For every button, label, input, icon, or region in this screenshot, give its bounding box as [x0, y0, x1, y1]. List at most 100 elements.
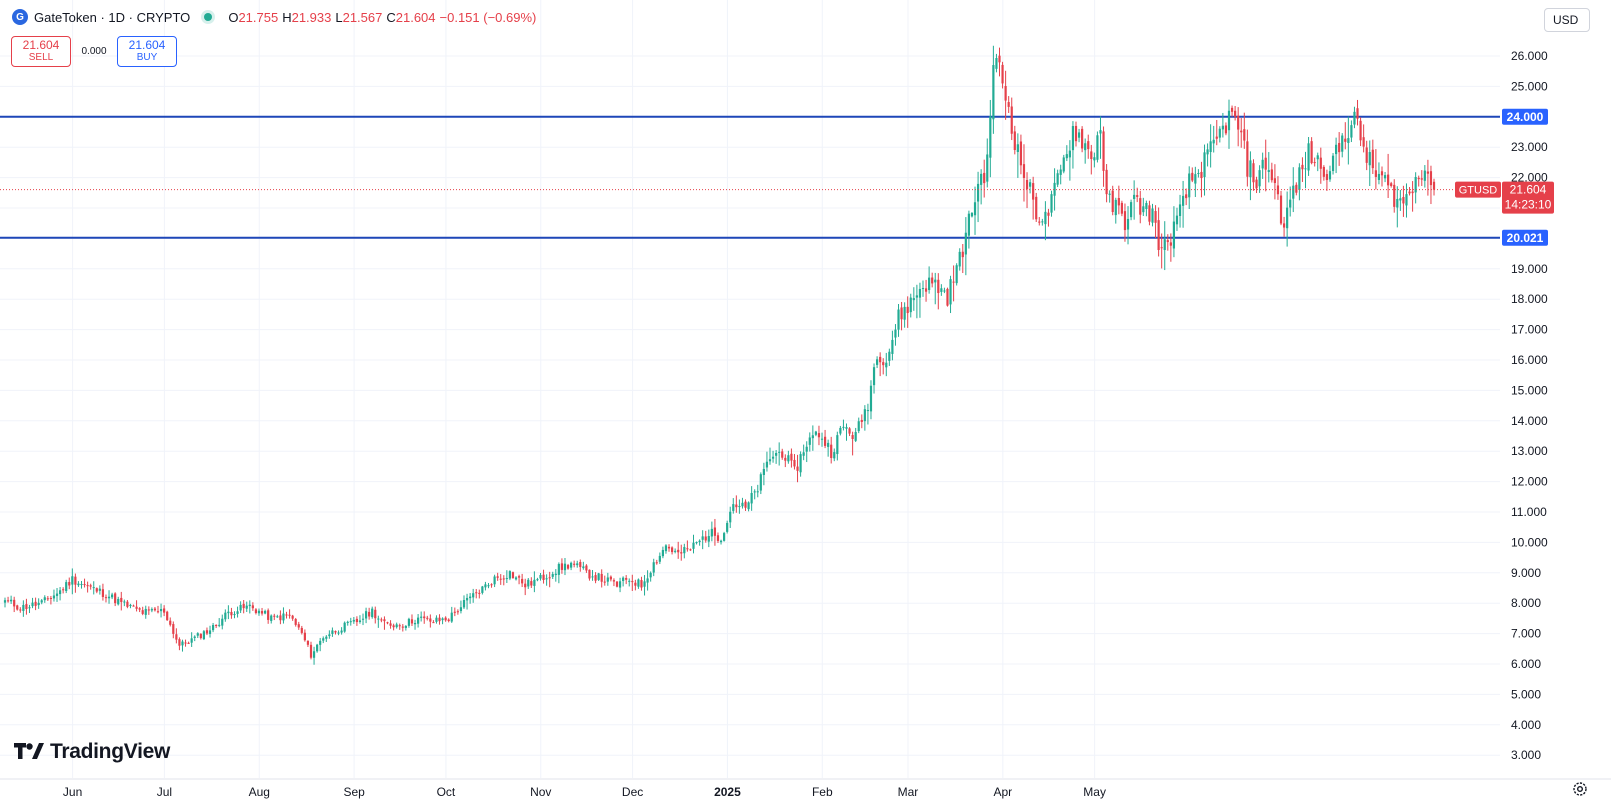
candle-body: [49, 598, 52, 600]
candle-body: [31, 602, 34, 607]
candle-body: [570, 562, 573, 568]
candle-body: [790, 453, 793, 461]
time-tick-label: Apr: [993, 785, 1012, 799]
candle-body: [6, 600, 10, 602]
candle-body: [300, 627, 303, 633]
candle-body: [1004, 86, 1007, 101]
buy-button[interactable]: 21.604 BUY: [117, 36, 177, 67]
time-tick-label: May: [1083, 785, 1106, 799]
candle-body: [986, 154, 989, 182]
candle-body: [52, 595, 56, 599]
candle-body: [1126, 218, 1130, 230]
candle-body: [1362, 137, 1365, 147]
candle-body: [364, 611, 368, 619]
candle-body: [879, 356, 882, 363]
candle-body: [1307, 143, 1310, 171]
high-value: 21.933: [291, 9, 332, 25]
settings-gear-icon[interactable]: [1571, 780, 1589, 798]
candle-body: [77, 583, 80, 586]
candle-body: [407, 618, 411, 626]
candle-body: [1224, 125, 1228, 134]
sell-button[interactable]: 21.604 SELL: [11, 36, 71, 67]
candle-body: [719, 540, 723, 543]
candle-body: [80, 583, 83, 585]
candle-body: [851, 435, 854, 440]
candle-body: [465, 597, 469, 601]
candle-body: [1264, 157, 1267, 170]
price-tick-label: 10.000: [1511, 535, 1548, 549]
candle-body: [1188, 173, 1191, 198]
candle-body: [1396, 198, 1399, 208]
candle-body: [557, 563, 560, 575]
candle-body: [695, 542, 698, 544]
candle-body: [517, 576, 521, 578]
candle-body: [1105, 169, 1108, 195]
candle-body: [40, 600, 43, 603]
candle-body: [958, 251, 961, 267]
candle-body: [1145, 203, 1148, 210]
candle-body: [1292, 185, 1295, 199]
candle-body: [19, 609, 22, 611]
candle-body: [1111, 190, 1114, 213]
candle-body: [1390, 183, 1393, 187]
candle-body: [1423, 170, 1426, 181]
candle-body: [282, 613, 285, 621]
candle-body: [13, 599, 16, 607]
time-tick-label: Feb: [812, 785, 833, 799]
candle-body: [983, 172, 986, 184]
candle-body: [1059, 169, 1062, 175]
candle-body: [928, 277, 931, 291]
horizontal-levels: [0, 115, 1500, 239]
candle-body: [1365, 147, 1368, 163]
candle-body: [765, 461, 769, 468]
candle-body: [178, 639, 181, 646]
candle-body: [784, 457, 787, 461]
candle-body: [1185, 194, 1188, 199]
candle-body: [1087, 141, 1090, 150]
price-tick-label: 11.000: [1511, 505, 1547, 519]
time-tick-label: 2025: [714, 785, 741, 799]
live-status-icon: [204, 13, 213, 21]
candle-body: [309, 644, 313, 658]
last-price-tag-bg: [1502, 181, 1554, 214]
buy-label: BUY: [136, 52, 158, 63]
candle-body: [120, 597, 123, 603]
candle-body: [885, 362, 888, 368]
price-tick-label: 26.000: [1511, 49, 1548, 63]
candle-body: [554, 573, 557, 576]
candle-body: [55, 593, 59, 596]
symbol-title[interactable]: GateToken · 1D · CRYPTO: [34, 9, 191, 25]
candle-body: [689, 549, 692, 551]
candle-body: [655, 562, 658, 564]
candle-body: [839, 427, 842, 434]
candle-body: [349, 621, 352, 623]
candle-body: [398, 625, 401, 627]
candle-body: [1062, 157, 1065, 172]
tradingview-logo[interactable]: TradingView: [14, 740, 170, 764]
candle-body: [597, 573, 600, 580]
candle-body: [756, 491, 759, 493]
candle-body: [603, 581, 606, 583]
candle-body: [980, 173, 983, 185]
candle-body: [551, 574, 554, 577]
candle-body: [1335, 144, 1338, 155]
candle-body: [413, 623, 417, 625]
candle-body: [1261, 159, 1264, 169]
candle-body: [1120, 202, 1123, 214]
candle-body: [1182, 195, 1185, 206]
candle-body: [257, 610, 261, 614]
currency-select[interactable]: USD: [1544, 8, 1590, 32]
price-tick-label: 16.000: [1511, 353, 1548, 367]
candle-body: [380, 619, 383, 621]
candle-body: [732, 504, 735, 511]
candle-body: [952, 281, 955, 283]
candle-body: [1414, 176, 1417, 193]
candle-body: [123, 601, 126, 603]
candle-body: [527, 579, 530, 587]
candle-body: [334, 631, 337, 633]
candle-body: [199, 633, 202, 639]
candle-body: [759, 474, 762, 491]
candle-body: [166, 611, 169, 621]
candle-body: [1022, 164, 1026, 178]
